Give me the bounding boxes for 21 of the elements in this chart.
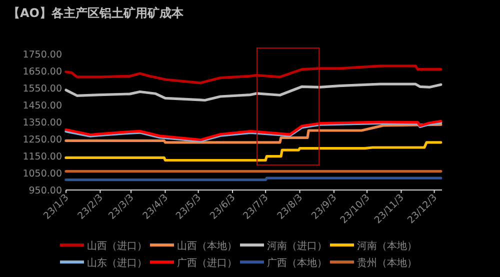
y-tick-label: 1250.00 (22, 134, 62, 146)
line-series (64, 82, 442, 102)
legend-label: 河南（进口） (267, 240, 327, 252)
y-tick-label: 1750.00 (22, 50, 62, 60)
legend-label: 山西（本地） (177, 240, 237, 252)
y-tick-label: 1550.00 (22, 84, 62, 94)
legend-label: 山东（进口） (87, 257, 147, 269)
y-tick-label: 1050.00 (22, 168, 62, 180)
y-tick-label: 1450.00 (22, 100, 62, 112)
y-tick-label: 1150.00 (22, 152, 62, 162)
legend-label: 广西（本地） (267, 257, 327, 269)
line-series (64, 64, 442, 84)
line-series (64, 141, 442, 162)
legend-label: 山西（进口） (87, 240, 147, 252)
legend-label: 广西（进口） (177, 257, 237, 269)
legend-label: 河南（本地） (357, 240, 417, 252)
y-tick-label: 1350.00 (22, 118, 62, 128)
chart-title: 【AO】各主产区铝土矿用矿成本 (8, 6, 184, 20)
legend-label: 贵州（本地） (357, 257, 417, 269)
y-tick-label: 1650.00 (22, 66, 62, 78)
y-tick-label: 950.00 (28, 186, 62, 196)
